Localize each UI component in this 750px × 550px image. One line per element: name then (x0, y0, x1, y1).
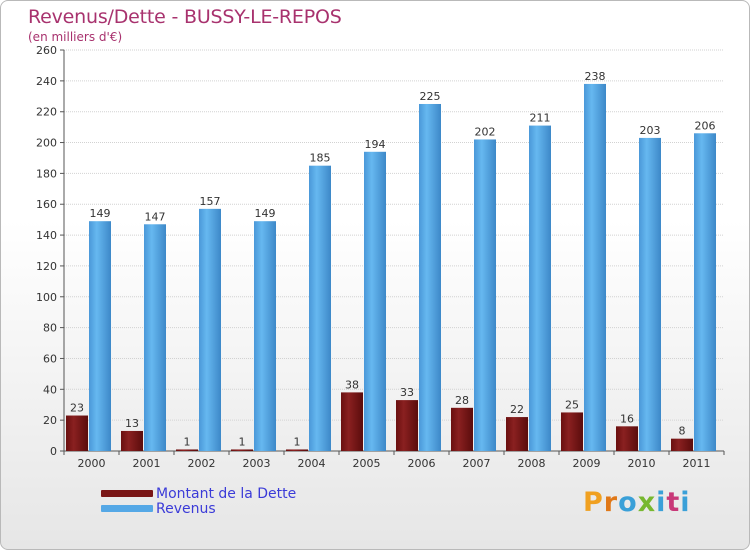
y-tick-label: 20 (43, 414, 57, 427)
x-tick-label: 2010 (628, 457, 656, 470)
data-label-revenue: 211 (530, 112, 551, 125)
bar-debt (616, 426, 638, 451)
logo-letter: o (618, 487, 638, 518)
data-label-revenue: 206 (695, 119, 716, 132)
bar-revenue (584, 83, 606, 451)
proxiti-logo: Proxiti (583, 487, 691, 518)
bar-revenue (254, 221, 276, 451)
x-tick-label: 2009 (573, 457, 601, 470)
y-tick-label: 100 (36, 291, 57, 304)
bar-debt (231, 449, 253, 451)
logo-letter: i (680, 487, 691, 518)
logo-letter: P (583, 487, 604, 518)
x-tick-label: 2000 (78, 457, 106, 470)
data-label-revenue: 225 (420, 90, 441, 103)
y-tick-label: 200 (36, 137, 57, 150)
axes: 0 20 40 60 80 100 120 140 160 180 200 220 240 260 (36, 44, 725, 458)
data-label-debt: 22 (510, 403, 524, 416)
bar-debt (341, 392, 363, 451)
data-label-revenue: 149 (90, 207, 111, 220)
y-tick-label: 80 (43, 322, 57, 335)
bar-chart: 0 20 40 60 80 100 120 140 160 180 200 220 240 260 23 1… (36, 44, 725, 470)
bar-debt (66, 415, 88, 451)
data-label-revenue: 185 (310, 152, 331, 165)
bar-debt (286, 449, 308, 451)
legend-label-revenue: Revenus (156, 501, 216, 517)
y-tick-label: 180 (36, 167, 57, 180)
x-tick-label: 2005 (353, 457, 381, 470)
bar-debt (506, 417, 528, 451)
bar-revenue (89, 221, 111, 451)
bar-revenue (474, 139, 496, 451)
y-tick-label: 140 (36, 229, 57, 242)
data-label-revenue: 202 (475, 125, 496, 138)
bar-revenue (199, 208, 221, 451)
data-label-debt: 1 (294, 435, 301, 448)
legend-swatch-debt (101, 490, 153, 497)
bar-revenue (144, 224, 166, 451)
bar-debt (561, 412, 583, 451)
y-tick-label: 60 (43, 352, 57, 365)
legend-swatch-revenue (101, 505, 153, 512)
logo-letter: i (656, 487, 667, 518)
data-label-revenue: 157 (200, 195, 221, 208)
bar-revenue (529, 125, 551, 452)
y-tick-label: 0 (50, 445, 57, 458)
bar-revenue (364, 151, 386, 452)
y-tick-label: 120 (36, 260, 57, 273)
data-label-debt: 13 (125, 417, 139, 430)
x-tick-label: 2003 (243, 457, 271, 470)
data-label-revenue: 147 (145, 210, 166, 223)
legend-label-debt: Montant de la Dette (156, 486, 297, 502)
logo-letter: r (603, 487, 619, 518)
data-label-debt: 25 (565, 398, 579, 411)
bar-revenue (419, 103, 441, 451)
x-tick-label: 2008 (518, 457, 546, 470)
data-label-debt: 33 (400, 386, 414, 399)
data-label-revenue: 203 (640, 124, 661, 137)
y-tick-label: 240 (36, 75, 57, 88)
x-tick-label: 2001 (133, 457, 161, 470)
bar-revenue (639, 137, 661, 451)
data-label-revenue: 194 (365, 138, 386, 151)
data-label-debt: 8 (679, 425, 686, 438)
chart-subtitle: (en milliers d'€) (28, 30, 123, 44)
y-tick-label: 40 (43, 383, 57, 396)
logo-letter: t (666, 487, 681, 518)
y-tick-label: 260 (36, 44, 57, 57)
bar-revenue (309, 165, 331, 451)
bars (66, 83, 716, 452)
x-tick-label: 2007 (463, 457, 491, 470)
y-tick-label: 220 (36, 106, 57, 119)
bar-debt (671, 438, 693, 451)
x-tick-label: 2002 (188, 457, 216, 470)
bar-debt (451, 407, 473, 451)
bar-revenue (694, 133, 716, 452)
x-tick-label: 2011 (683, 457, 711, 470)
data-label-debt: 1 (184, 435, 191, 448)
data-label-debt: 16 (620, 412, 634, 425)
chart-title: Revenus/Dette - BUSSY-LE-REPOS (28, 6, 342, 28)
data-label-debt: 23 (70, 402, 84, 415)
bar-debt (396, 400, 418, 451)
x-tick-label: 2004 (298, 457, 326, 470)
logo-letter: x (637, 487, 657, 518)
data-label-debt: 1 (239, 435, 246, 448)
data-label-revenue: 238 (585, 70, 606, 83)
bar-debt (176, 449, 198, 451)
data-label-debt: 28 (455, 394, 469, 407)
data-label-debt: 38 (345, 378, 359, 391)
grid (64, 49, 724, 421)
y-tick-label: 160 (36, 198, 57, 211)
bar-debt (121, 430, 143, 451)
x-tick-label: 2006 (408, 457, 436, 470)
data-label-revenue: 149 (255, 207, 276, 220)
labels: 23 149 2000 13 147 2001 1 157 2002 1 149 2003 1 185 20… (70, 70, 716, 470)
